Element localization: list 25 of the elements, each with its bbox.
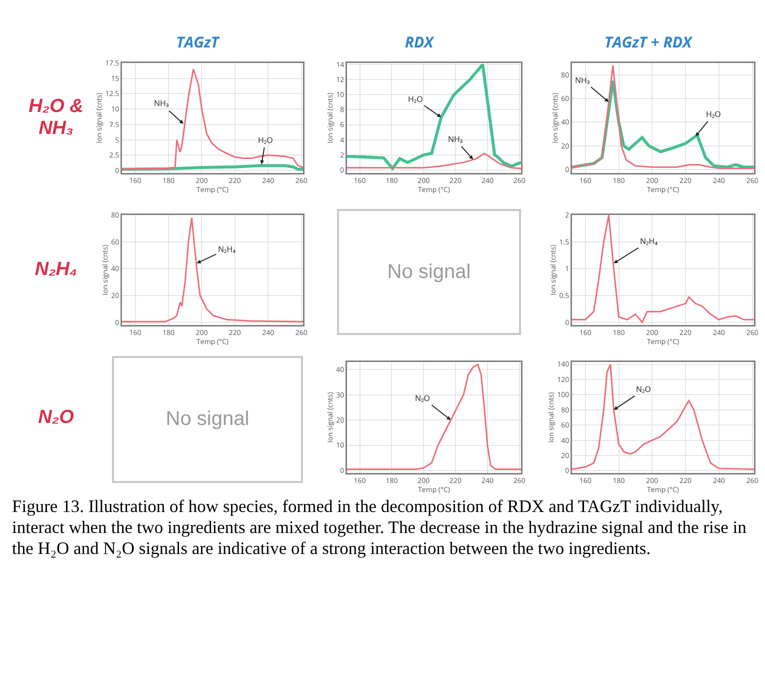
annotation: N₂O (415, 393, 430, 404)
annotation: N₂O (636, 384, 652, 395)
line-series (572, 215, 754, 324)
text: N₂O (37, 406, 75, 428)
annotation: NH₃ (154, 98, 169, 109)
line-series (572, 364, 754, 470)
chart-title: TAGzT + RDX (604, 32, 694, 52)
annotation: N₂H₄ (640, 236, 658, 247)
line-series (347, 152, 521, 170)
chart-title: TAGzT (176, 32, 221, 52)
annotation: H₂O (408, 94, 423, 105)
annotation: H₂O (258, 135, 273, 146)
annotation: NH₃ (575, 75, 590, 86)
caption: Figure 13. Illustration of how species, formed in the decomposition of RDX and TAGzT individually, interact when the two ingredients are mixed together. The decrease in the hydrazine signal and the rise in the H₂O and N₂O signals are indicative of a strong interaction between the two ingredients. (12, 496, 748, 559)
text: H₂O & NH₃ (28, 96, 84, 139)
annotation: H₂O (706, 109, 721, 120)
line-series (347, 364, 521, 470)
annotation: NH₃ (448, 134, 463, 145)
annotation: N₂H₄ (218, 244, 236, 255)
text: No signal (112, 356, 303, 483)
line-series (122, 216, 303, 322)
text: N₂H₄ (34, 259, 78, 281)
text: No signal (337, 209, 521, 335)
line-series (347, 63, 521, 170)
chart-title: RDX (404, 32, 436, 52)
